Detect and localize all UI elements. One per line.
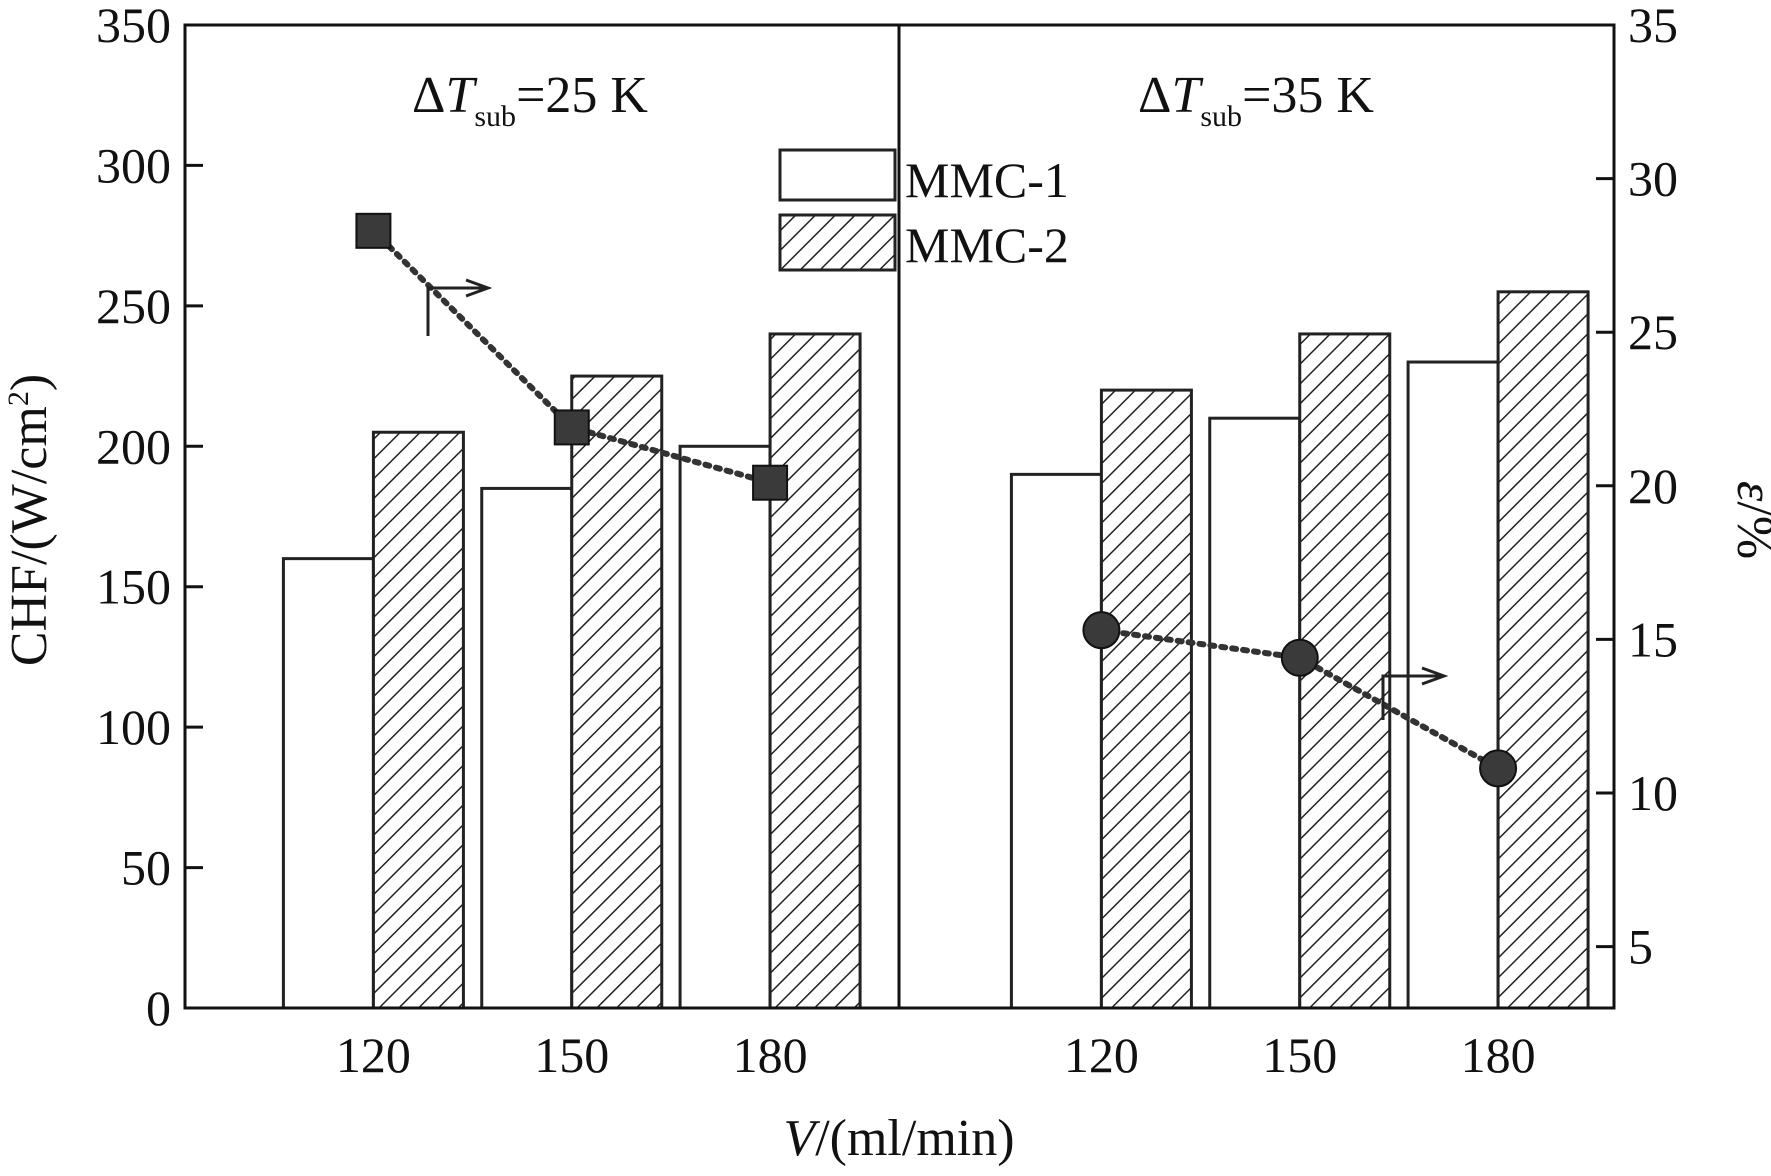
tick-labels-layer: 120 150 180 120 150 180 0 50 100 150 200 250 300 350 5…: [96, 0, 1678, 1083]
bar-mmc-1: [1009, 472, 1103, 1010]
y-tick-label: 200: [96, 418, 171, 474]
legend: MMC-1 MMC-2: [778, 148, 1069, 273]
bar-mmc-2: [768, 332, 862, 1010]
x-tick-label: 150: [534, 1027, 609, 1083]
legend-label-mmc-1: MMC-1: [905, 152, 1069, 208]
right-axis-arrow-right: [1381, 674, 1440, 720]
y-axis-title-main: CHF/(W/cm: [1, 406, 58, 666]
group-label-left-sub: sub: [474, 100, 516, 133]
epsilon-marker-square: [355, 212, 392, 249]
epsilon-marker-circle: [1479, 749, 1518, 788]
y-axis-title-sup: 2: [2, 391, 35, 406]
right-axis-arrow-right-head: [1421, 666, 1449, 686]
y2-tick-label: 30: [1628, 151, 1678, 207]
right-axis-arrow-left: [426, 286, 484, 336]
x-axis-title-unit: /(ml/min): [815, 1110, 1014, 1167]
bar-mmc-2: [371, 430, 465, 1010]
group-label-left-value: =25 K: [516, 67, 648, 124]
x-tick-label: 120: [1064, 1027, 1139, 1083]
y2-tick-label: 35: [1628, 0, 1678, 53]
y-tick-label: 50: [121, 840, 171, 896]
bar-mmc-1: [1406, 360, 1500, 1010]
y2-tick-label: 20: [1628, 458, 1678, 514]
group-label-right: ΔTsub=35 K: [1138, 67, 1374, 133]
legend-swatch-mmc-2: [778, 213, 897, 272]
y2-axis-title-epsilon: ε: [1726, 481, 1771, 502]
group-label-right-value: =35 K: [1242, 67, 1374, 124]
y2-tick-label: 10: [1628, 765, 1678, 821]
bar-mmc-1: [281, 557, 375, 1010]
bars-layer: [281, 290, 1590, 1010]
bar-mmc-1: [1208, 416, 1302, 1010]
group-label-right-delta: Δ: [1138, 67, 1171, 124]
y-tick-label: 350: [96, 0, 171, 53]
x-axis-title-v: V: [783, 1110, 820, 1167]
x-axis-title: V/(ml/min): [783, 1110, 1014, 1167]
legend-label-mmc-2: MMC-2: [905, 217, 1069, 273]
group-label-left: ΔTsub=25 K: [412, 67, 648, 133]
bar-mmc-2: [1496, 290, 1590, 1010]
y-tick-label: 250: [96, 278, 171, 334]
bar-mmc-2: [570, 374, 664, 1010]
group-label-right-sub: sub: [1200, 100, 1242, 133]
y-tick-label: 300: [96, 137, 171, 193]
y2-tick-label: 5: [1628, 919, 1653, 975]
group-label-left-t: T: [445, 67, 477, 124]
y2-axis-title-unit: /%: [1726, 501, 1771, 559]
bar-mmc-2: [1298, 332, 1392, 1010]
ticks-layer: [185, 23, 1614, 1010]
y-tick-label: 0: [146, 980, 171, 1036]
epsilon-markers-layer: [355, 212, 1518, 788]
group-label-left-delta: Δ: [412, 67, 445, 124]
y2-axis-title: ε/%: [1726, 481, 1771, 559]
y-tick-label: 150: [96, 559, 171, 615]
y2-tick-label: 25: [1628, 304, 1678, 360]
y-axis-title-end: ): [1, 374, 58, 391]
epsilon-marker-circle: [1082, 611, 1121, 650]
bar-mmc-1: [678, 444, 772, 1010]
x-tick-label: 180: [733, 1027, 808, 1083]
x-tick-label: 180: [1461, 1027, 1536, 1083]
y-tick-label: 100: [96, 699, 171, 755]
x-tick-label: 120: [336, 1027, 411, 1083]
bar-mmc-1: [480, 486, 574, 1010]
epsilon-marker-square: [752, 464, 789, 501]
legend-swatch-mmc-1: [778, 148, 897, 202]
y2-tick-label: 15: [1628, 611, 1678, 667]
group-label-right-t: T: [1171, 67, 1203, 124]
epsilon-marker-circle: [1280, 638, 1319, 677]
epsilon-marker-square: [553, 409, 590, 446]
bar-mmc-2: [1099, 388, 1193, 1010]
x-tick-label: 150: [1262, 1027, 1337, 1083]
right-axis-arrow-left-head: [465, 278, 493, 298]
y-axis-title: CHF/(W/cm2): [1, 374, 58, 666]
